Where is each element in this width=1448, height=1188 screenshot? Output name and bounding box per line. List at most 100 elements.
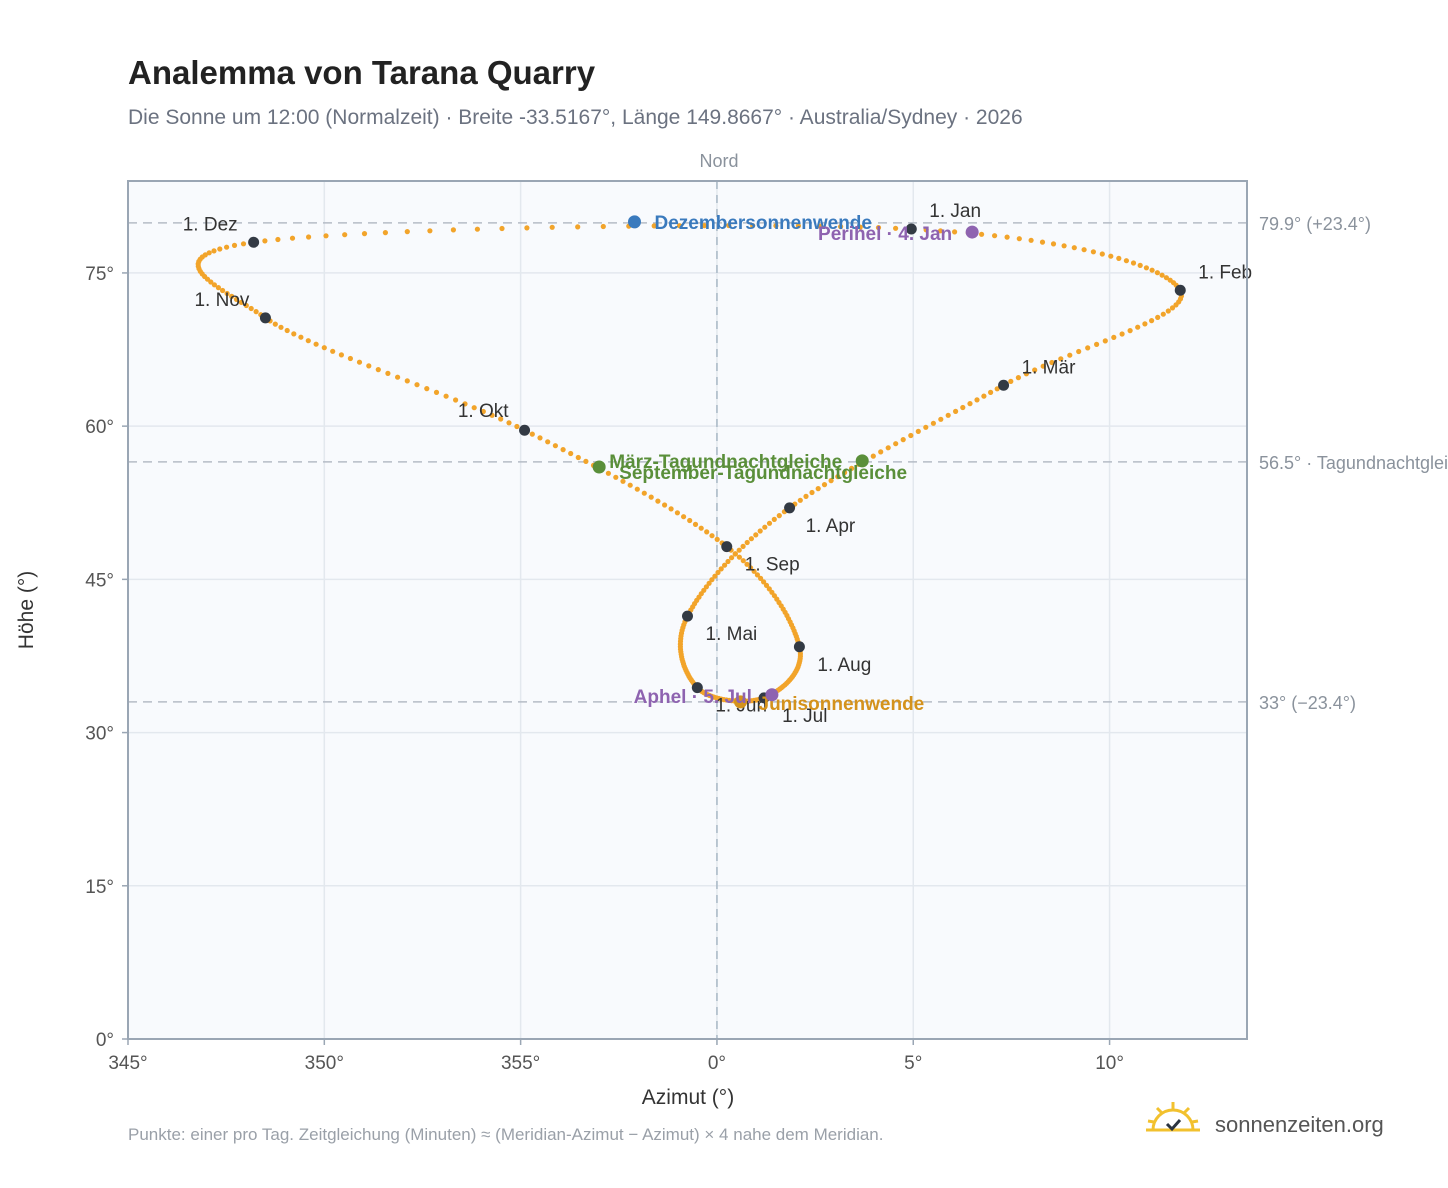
analemma-day-dot <box>1130 260 1137 266</box>
analemma-day-dot <box>795 223 802 229</box>
reference-lines: 79.9° (+23.4°) 56.5° · Tagundnachtgleiche… <box>128 214 1448 713</box>
analemma-day-dot <box>248 305 254 312</box>
analemma-day-dot <box>1049 359 1055 366</box>
reference-line-label: 79.9° (+23.4°) <box>1259 214 1371 234</box>
analemma-day-dot <box>753 532 759 538</box>
analemma-day-dot <box>945 412 951 418</box>
analemma-day-dot <box>706 580 712 586</box>
analemma-day-dot <box>1004 234 1010 240</box>
analemma-day-dot <box>231 242 238 248</box>
analemma-day-dot <box>524 225 530 231</box>
analemma-day-dot <box>291 331 297 337</box>
analemma-day-dot <box>1149 267 1155 273</box>
analemma-day-dot <box>885 445 891 451</box>
x-tick-label: 0° <box>708 1053 726 1074</box>
analemma-day-dot <box>1165 308 1171 314</box>
analemma-day-dot <box>229 293 235 299</box>
analemma-day-dot <box>1094 341 1100 347</box>
y-axis-label: Höhe (°) <box>15 571 38 649</box>
analemma-day-dot <box>974 397 980 403</box>
analemma-day-dot <box>560 447 566 453</box>
event-marker-label: März-Tagundnachtgleiche <box>609 452 842 473</box>
analemma-day-dot <box>773 223 779 229</box>
month-marker-dot <box>998 379 1010 391</box>
analemma-day-dot <box>1058 356 1064 362</box>
event-marker-dot <box>965 225 979 239</box>
analemma-day-dot <box>305 338 311 344</box>
analemma-day-dot <box>923 227 929 233</box>
analemma-day-dot <box>323 233 329 239</box>
analemma-day-dot <box>240 241 247 247</box>
analemma-day-dot <box>893 441 899 447</box>
analemma-day-dot <box>202 252 208 258</box>
analemma-day-dot <box>1081 247 1087 253</box>
analemma-day-dot <box>797 497 803 503</box>
analemma-day-dot <box>744 539 750 546</box>
analemma-day-dot <box>424 386 430 392</box>
analemma-day-dot <box>766 586 772 592</box>
analemma-day-dot <box>748 565 754 571</box>
analemma-day-dot <box>953 408 959 414</box>
analemma-day-dot <box>1108 253 1114 259</box>
analemma-day-dot <box>736 547 742 553</box>
analemma-day-dot <box>771 516 777 523</box>
x-tick-label: 355° <box>501 1053 540 1074</box>
analemma-day-dot <box>568 450 574 457</box>
plot-frame <box>127 180 1248 1040</box>
analemma-day-dot <box>815 486 821 492</box>
analemma-day-dot <box>763 582 770 589</box>
reference-line-label: 33° (−23.4°) <box>1259 693 1356 713</box>
analemma-day-dot <box>722 562 728 568</box>
month-marker-dot <box>682 610 693 622</box>
month-marker-label: 1. Mär <box>1022 357 1077 378</box>
event-marker-dot <box>592 460 606 474</box>
analemma-day-dot <box>709 577 715 583</box>
axis-ticks: 345° 350° 355° 0° 5° 10° 0° 15° 30° 45° 60° 75° <box>85 264 1124 1074</box>
analemma-day-dot <box>433 389 440 395</box>
analemma-day-dot <box>992 233 998 239</box>
analemma-day-dot <box>930 420 937 426</box>
analemma-day-dot <box>715 569 721 576</box>
analemma-day-dot <box>450 227 456 233</box>
analemma-day-dot <box>1090 249 1096 255</box>
analemma-day-dot <box>224 244 230 250</box>
analemma-day-dot <box>1099 251 1105 257</box>
analemma-day-dot <box>275 236 281 243</box>
month-marker-label: 1. Okt <box>458 401 509 422</box>
month-marker-label: 1. Mai <box>706 624 758 645</box>
reference-line-label: 56.5° · Tagundnachtgleiche <box>1259 453 1448 473</box>
analemma-day-dot <box>648 494 654 500</box>
month-marker-label: 1. Sep <box>745 555 800 576</box>
analemma-day-dot <box>620 478 626 484</box>
analemma-day-dot <box>994 386 1000 392</box>
analemma-day-dot <box>762 524 768 530</box>
analemma-day-dot <box>817 223 823 229</box>
analemma-day-dot <box>718 566 724 572</box>
sun-logo-icon <box>1146 1102 1200 1132</box>
brand-name: sonnenzeiten.org <box>1215 1112 1384 1137</box>
chart-title: Analemma von Tarana Quarry <box>128 54 596 91</box>
analemma-day-dot <box>766 520 773 526</box>
analemma-day-dot <box>506 420 512 426</box>
analemma-day-dot <box>1067 352 1073 358</box>
analemma-day-dot <box>206 250 212 256</box>
month-marker-dot <box>1174 284 1186 296</box>
analemma-day-dot <box>875 225 882 231</box>
analemma-day-dot <box>681 514 687 520</box>
analemma-day-dot <box>740 558 746 564</box>
analemma-day-dot <box>736 554 743 560</box>
analemma-day-dot <box>967 401 973 407</box>
analemma-day-dot <box>583 458 589 464</box>
analemma-day-dot <box>842 469 848 476</box>
analemma-day-dot <box>748 536 755 542</box>
analemma-day-dot <box>1015 375 1022 381</box>
analemma-day-dot <box>1169 305 1176 311</box>
analemma-day-dot <box>1111 334 1117 340</box>
analemma-day-dot <box>1071 245 1077 251</box>
analemma-day-dot <box>893 225 899 231</box>
month-marker-dot <box>784 502 796 514</box>
analemma-day-dot <box>342 232 348 238</box>
analemma-day-dot <box>761 579 767 585</box>
analemma-day-dot <box>704 529 710 535</box>
analemma-day-dot <box>750 223 756 229</box>
